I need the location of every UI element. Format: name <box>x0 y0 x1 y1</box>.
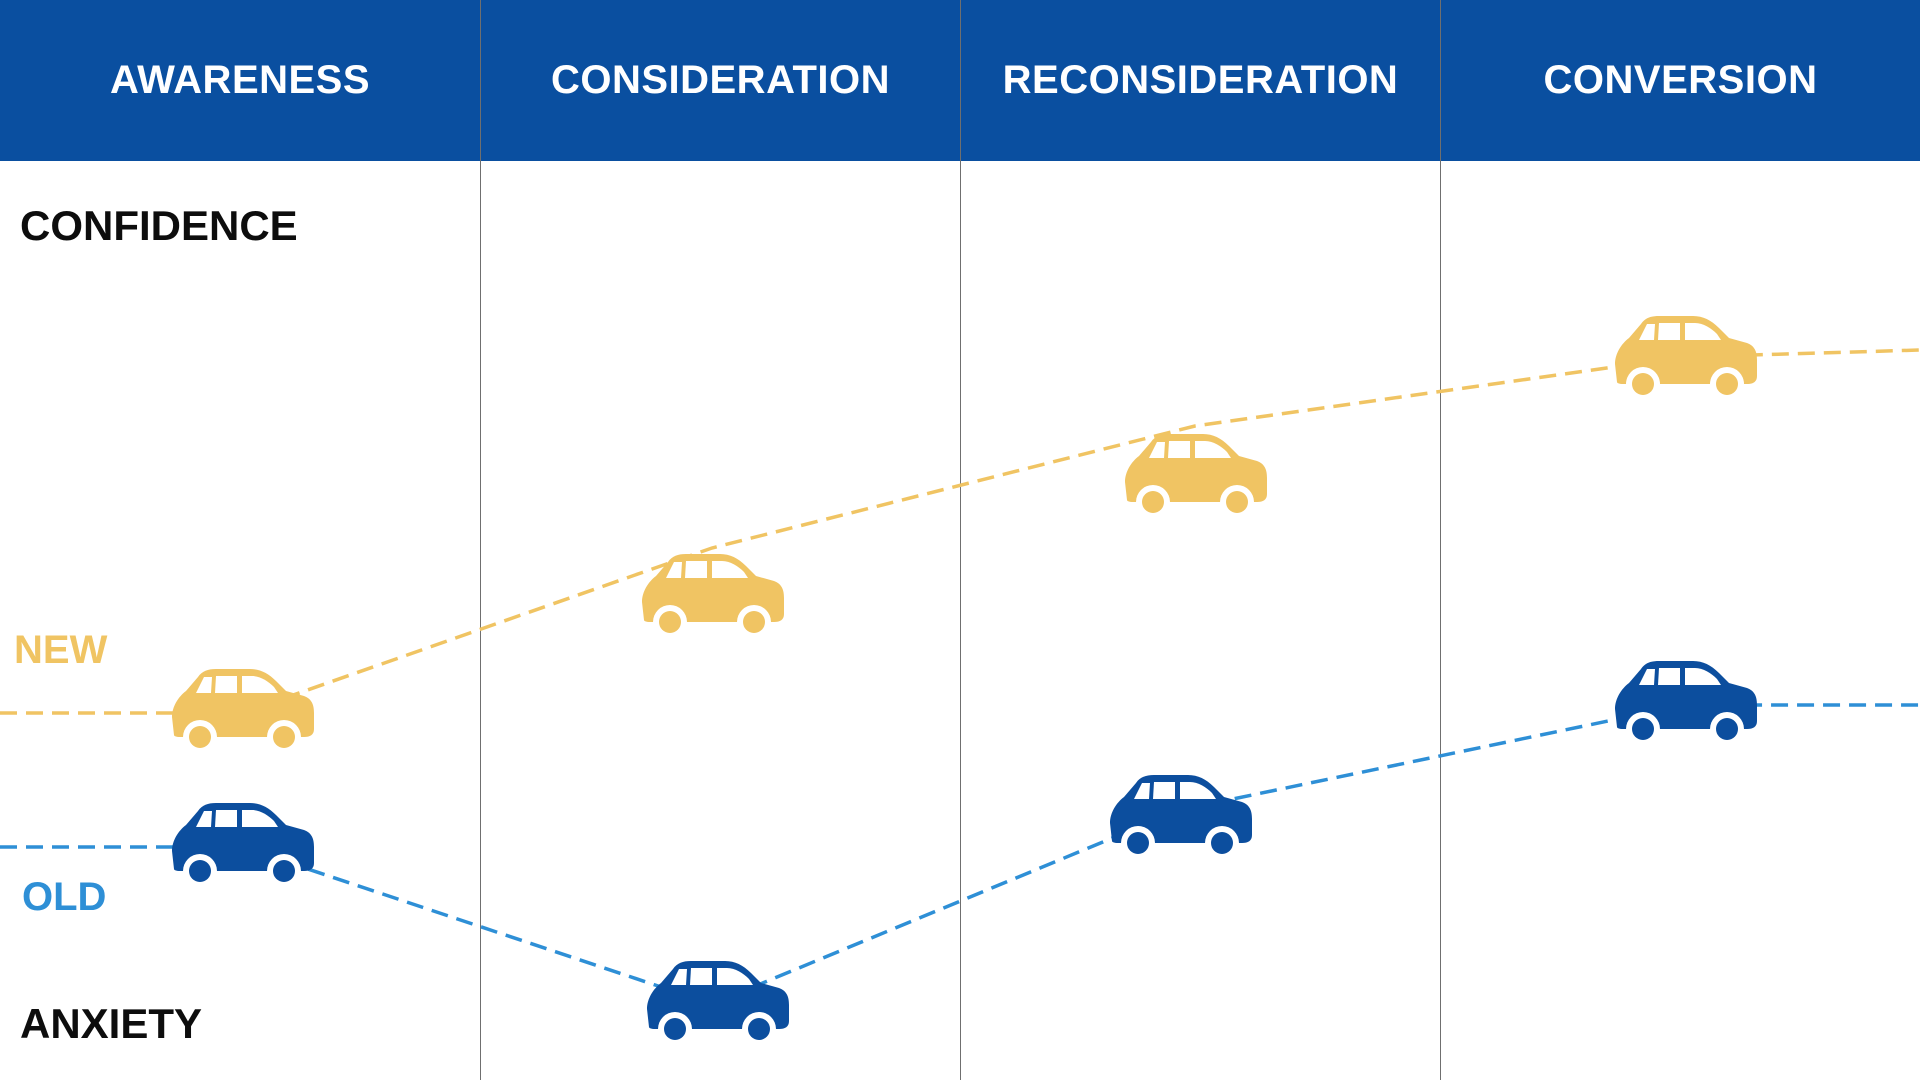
series-new <box>0 316 1920 754</box>
car-icon <box>647 961 789 1046</box>
anxiety-label: ANXIETY <box>20 1000 203 1047</box>
series-old <box>0 661 1920 1046</box>
car-icon <box>1125 434 1267 519</box>
column-divider <box>960 0 961 1080</box>
stage-header-conversion: CONVERSION <box>1441 0 1920 161</box>
car-icon <box>172 669 314 754</box>
confidence-label: CONFIDENCE <box>20 202 298 249</box>
column-divider <box>480 0 481 1080</box>
stage-header-consideration: CONSIDERATION <box>481 0 960 161</box>
car-icon <box>1110 775 1252 860</box>
stage-label: CONVERSION <box>1543 58 1818 102</box>
column-divider <box>1440 0 1441 1080</box>
stage-label: CONSIDERATION <box>550 58 891 102</box>
car-icon <box>172 803 314 888</box>
old-series-label: OLD <box>22 875 107 919</box>
car-icon <box>1615 316 1757 401</box>
stage-header-awareness: AWARENESS <box>0 0 480 161</box>
new-series-label: NEW <box>14 628 108 672</box>
stage-label: AWARENESS <box>109 58 371 102</box>
new-dashed-line <box>0 348 1920 715</box>
stage-header-reconsideration: RECONSIDERATION <box>961 0 1440 161</box>
car-icon <box>1615 661 1757 746</box>
stage-label: RECONSIDERATION <box>1002 58 1399 102</box>
